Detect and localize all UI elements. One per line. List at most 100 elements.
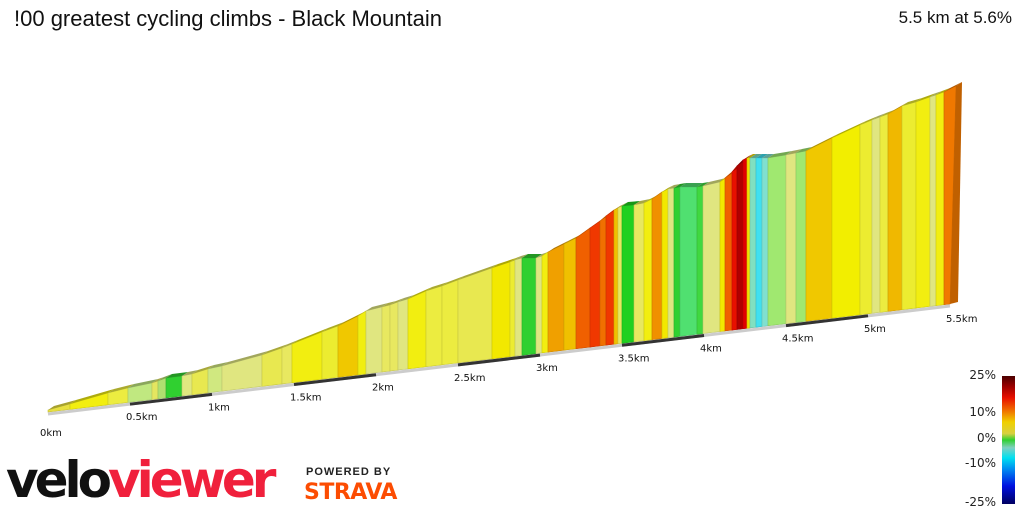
gradient-segment <box>633 202 645 343</box>
gradient-segment <box>749 157 757 329</box>
segment-top-edge <box>208 362 228 369</box>
gradient-segment <box>871 116 881 314</box>
x-tick-label: 2km <box>372 383 394 394</box>
gradient-segment <box>742 157 748 330</box>
segment-top-edge <box>762 154 774 158</box>
gradient-segment <box>915 96 931 309</box>
gradient-segment <box>541 251 549 354</box>
segment-top-edge <box>458 264 498 280</box>
segment-top-edge <box>614 204 624 210</box>
gradient-segment <box>457 267 493 364</box>
x-tick-label: 3km <box>536 363 558 374</box>
gradient-segment <box>661 188 669 339</box>
segment-top-edge <box>322 322 344 332</box>
segment-top-edge <box>622 201 640 206</box>
segment-top-edge <box>680 183 703 187</box>
logo-viewer: viewer <box>108 451 276 509</box>
segment-top-edge <box>916 93 936 102</box>
segment-top-edge <box>262 344 288 355</box>
segment-top-edge <box>108 384 134 393</box>
gradient-segment <box>673 186 681 338</box>
segment-top-edge <box>564 234 582 244</box>
gradient-segment <box>667 187 675 339</box>
segment-top-edge <box>872 113 886 120</box>
gradient-segment <box>696 185 704 335</box>
gradient-segment <box>441 279 459 366</box>
gradient-segment <box>702 181 721 334</box>
gradient-segment <box>165 375 183 399</box>
segment-top-edge <box>786 149 802 155</box>
x-tick-label: 0km <box>40 428 62 439</box>
segment-top-edge <box>338 312 364 326</box>
x-tick-label: 0.5km <box>126 412 157 423</box>
gradient-segment <box>724 171 733 332</box>
gradient-segment <box>767 154 787 327</box>
gradient-segment <box>337 315 359 378</box>
segment-top-edge <box>492 258 516 268</box>
gradient-segment <box>535 255 543 354</box>
gradient-segment <box>407 290 427 370</box>
segment-top-edge <box>70 389 114 404</box>
gradient-segment <box>935 91 945 307</box>
segment-top-edge <box>634 199 650 205</box>
legend-label-25: 25% <box>969 368 996 382</box>
segment-top-edge <box>697 182 709 187</box>
segment-top-edge <box>674 183 686 188</box>
gradient-segment <box>859 119 873 316</box>
page-title: !00 greatest cycling climbs - Black Moun… <box>14 6 442 31</box>
segment-top-edge <box>944 82 962 92</box>
gradient-segment <box>795 150 807 323</box>
segment-top-edge <box>743 154 753 160</box>
gradient-segment <box>589 220 601 348</box>
gradient-segment <box>887 105 903 312</box>
segment-top-edge <box>536 252 548 258</box>
segment-top-edge <box>390 298 404 305</box>
strava-logo: STRAVA <box>304 480 397 505</box>
segment-top-edge <box>860 116 878 125</box>
gradient-segment <box>761 157 769 327</box>
gradient-segment <box>929 94 937 307</box>
gradient-segment <box>157 377 167 400</box>
gradient-segment <box>599 215 607 347</box>
powered-by-label: POWERED BY <box>306 466 392 478</box>
gradient-segment <box>291 331 323 384</box>
gradient-segment <box>746 157 751 329</box>
segment-top-edge <box>192 365 214 374</box>
segment-top-edge <box>510 256 521 262</box>
segment-top-edge <box>880 110 894 117</box>
legend-label-0: 0% <box>976 431 996 445</box>
segment-top-edge <box>888 102 908 114</box>
segment-top-edge <box>442 276 464 286</box>
gradient-segment <box>181 373 193 397</box>
segment-top-edge <box>128 379 158 388</box>
segment-top-edge <box>166 372 188 378</box>
gradient-segment <box>321 325 339 380</box>
gradient-segment <box>679 186 698 337</box>
segment-top-edge <box>930 91 942 97</box>
segment-top-edge <box>522 254 542 258</box>
gradient-segment <box>521 257 537 356</box>
gradient-segment <box>381 304 391 373</box>
veloviewer-logo: veloviewer <box>6 451 276 509</box>
gradient-segment <box>491 261 511 360</box>
segment-top-edge <box>750 154 762 158</box>
segment-top-edge <box>548 240 570 252</box>
gradient-segment <box>755 157 763 328</box>
segment-top-edge <box>936 88 950 95</box>
gradient-segment <box>365 306 383 375</box>
segment-top-edge <box>902 98 922 106</box>
segment-top-edge <box>426 282 448 291</box>
segment-top-edge <box>382 301 396 307</box>
x-tick-label: 2.5km <box>454 373 485 384</box>
segment-top-edge <box>152 377 164 383</box>
x-tick-label: 4.5km <box>782 334 813 345</box>
segment-top-edge <box>747 154 756 158</box>
logo-velo: velo <box>6 451 112 509</box>
legend-label-10: 10% <box>969 405 996 419</box>
gradient-segment <box>879 113 889 313</box>
segment-top-edge <box>282 340 298 348</box>
gradient-segment <box>575 227 591 350</box>
segment-top-edge <box>703 178 726 186</box>
gradient-segment <box>514 257 523 357</box>
